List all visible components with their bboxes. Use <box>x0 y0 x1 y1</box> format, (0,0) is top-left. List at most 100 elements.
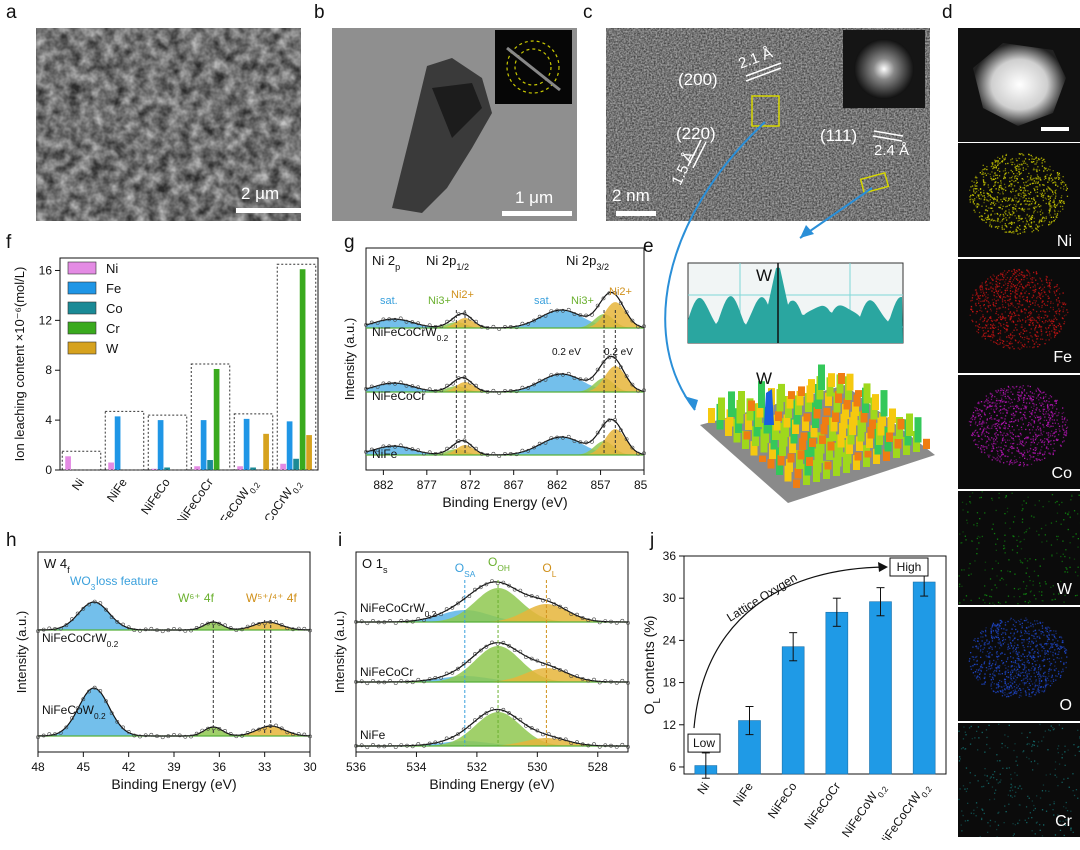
eds-dot <box>1054 665 1056 667</box>
eds-dot <box>1024 414 1026 416</box>
chart-j-xtick-label: Ni <box>694 780 712 797</box>
eds-dot <box>1013 833 1015 835</box>
eds-dot <box>1030 281 1032 283</box>
eds-dot <box>1026 335 1028 338</box>
eds-dot <box>1054 435 1056 437</box>
eds-dot <box>1020 304 1022 306</box>
eds-dot <box>1023 200 1025 202</box>
chart-g-data-point <box>514 452 519 457</box>
eds-dot <box>1003 327 1006 329</box>
chart-h-core-label: W 4f <box>44 556 70 575</box>
eds-dot <box>1061 425 1064 427</box>
eds-dot <box>1056 318 1058 321</box>
eds-dot <box>998 285 1000 287</box>
eds-dot <box>974 675 976 677</box>
eds-dot <box>997 782 999 784</box>
chart-g-envelope <box>365 418 645 456</box>
eds-dot <box>986 210 989 212</box>
eds-dot <box>1012 188 1014 190</box>
eds-dot <box>1023 465 1025 467</box>
eds-dot <box>1026 436 1029 439</box>
eds-dot <box>965 767 968 769</box>
eds-dot <box>975 671 977 673</box>
eds-dot <box>1011 418 1013 420</box>
eds-dot <box>1017 163 1019 165</box>
eds-dot <box>995 278 997 280</box>
chart-h-data-point <box>143 627 148 632</box>
chart-h-data-point <box>234 628 239 633</box>
eds-dot <box>1004 688 1006 690</box>
chart-i-xtick-label: 530 <box>527 760 547 774</box>
chart-g-data-point <box>393 317 397 322</box>
eds-dot <box>969 658 971 660</box>
eds-dot <box>995 300 997 302</box>
chart-i-fit-component <box>356 588 628 622</box>
chart-i-data-point <box>546 732 551 737</box>
eds-dot <box>1004 805 1006 807</box>
eds-dot <box>961 585 963 587</box>
eds-dot <box>1042 621 1044 624</box>
chart-g-data-point <box>584 377 589 382</box>
eds-dot <box>974 192 976 194</box>
eds-dot <box>1050 643 1052 645</box>
eds-dot <box>1015 419 1017 421</box>
eds-dot <box>1016 324 1018 326</box>
eds-dot <box>1025 441 1027 443</box>
eds-dot <box>1028 626 1030 628</box>
chart-g-data-point <box>607 355 612 360</box>
eds-dot <box>1051 682 1053 685</box>
eds-dot <box>1060 200 1062 202</box>
eds-dot <box>1018 317 1020 319</box>
eds-dot <box>1046 405 1049 407</box>
eds-dot <box>1057 305 1059 307</box>
eds-dot <box>1010 169 1012 172</box>
eds-dot <box>1042 412 1044 415</box>
chart-i-data-point <box>501 707 506 712</box>
eds-dot <box>1049 205 1051 208</box>
eds-dot <box>984 282 987 284</box>
chart-h-data-point <box>155 628 159 633</box>
chart-h-data-point <box>308 734 312 739</box>
eds-dot <box>995 670 998 672</box>
eds-dot <box>984 294 986 296</box>
eds-dot <box>1035 300 1037 302</box>
eds-dot <box>994 771 996 773</box>
chart-i-data-point <box>518 649 523 654</box>
chart-i-data-point <box>518 717 523 722</box>
eds-dot <box>1050 279 1053 281</box>
eds-dot <box>1046 316 1048 318</box>
eds-dot <box>974 417 976 419</box>
eds-dot <box>973 639 975 641</box>
eds-dot <box>1050 646 1052 648</box>
eds-dot <box>979 448 982 450</box>
eds-dot <box>1056 512 1059 514</box>
eds-dot <box>1048 436 1050 438</box>
eds-dot <box>1043 396 1045 398</box>
eds-dot <box>1045 393 1047 396</box>
eds-dot <box>978 402 980 404</box>
chart-i-data-point <box>512 715 517 720</box>
eds-dot <box>1017 673 1020 675</box>
eds-dot <box>960 748 963 750</box>
eds-dot <box>1003 158 1005 160</box>
eds-dot <box>1002 663 1004 665</box>
eds-dot <box>1043 665 1046 667</box>
eds-dot <box>1005 217 1007 219</box>
chart-i-data-point <box>609 743 613 748</box>
eds-dot <box>1037 226 1039 228</box>
chart-f-legend-label: Ni <box>106 261 118 276</box>
chart-g-data-point <box>618 301 623 306</box>
surface-bar <box>889 408 896 423</box>
eds-dot <box>1039 824 1041 826</box>
chart-g-data-point <box>572 312 577 316</box>
chart-g-data-point <box>364 449 368 454</box>
eds-dot <box>1062 292 1064 294</box>
eds-dot <box>989 651 991 654</box>
eds-dot <box>1044 314 1046 316</box>
eds-dot <box>1019 541 1021 543</box>
eds-dot <box>1045 217 1047 220</box>
eds-dot <box>996 310 998 313</box>
chart-g-data-point <box>642 324 646 329</box>
eds-dot <box>1055 333 1058 335</box>
eds-dot <box>1003 340 1005 342</box>
